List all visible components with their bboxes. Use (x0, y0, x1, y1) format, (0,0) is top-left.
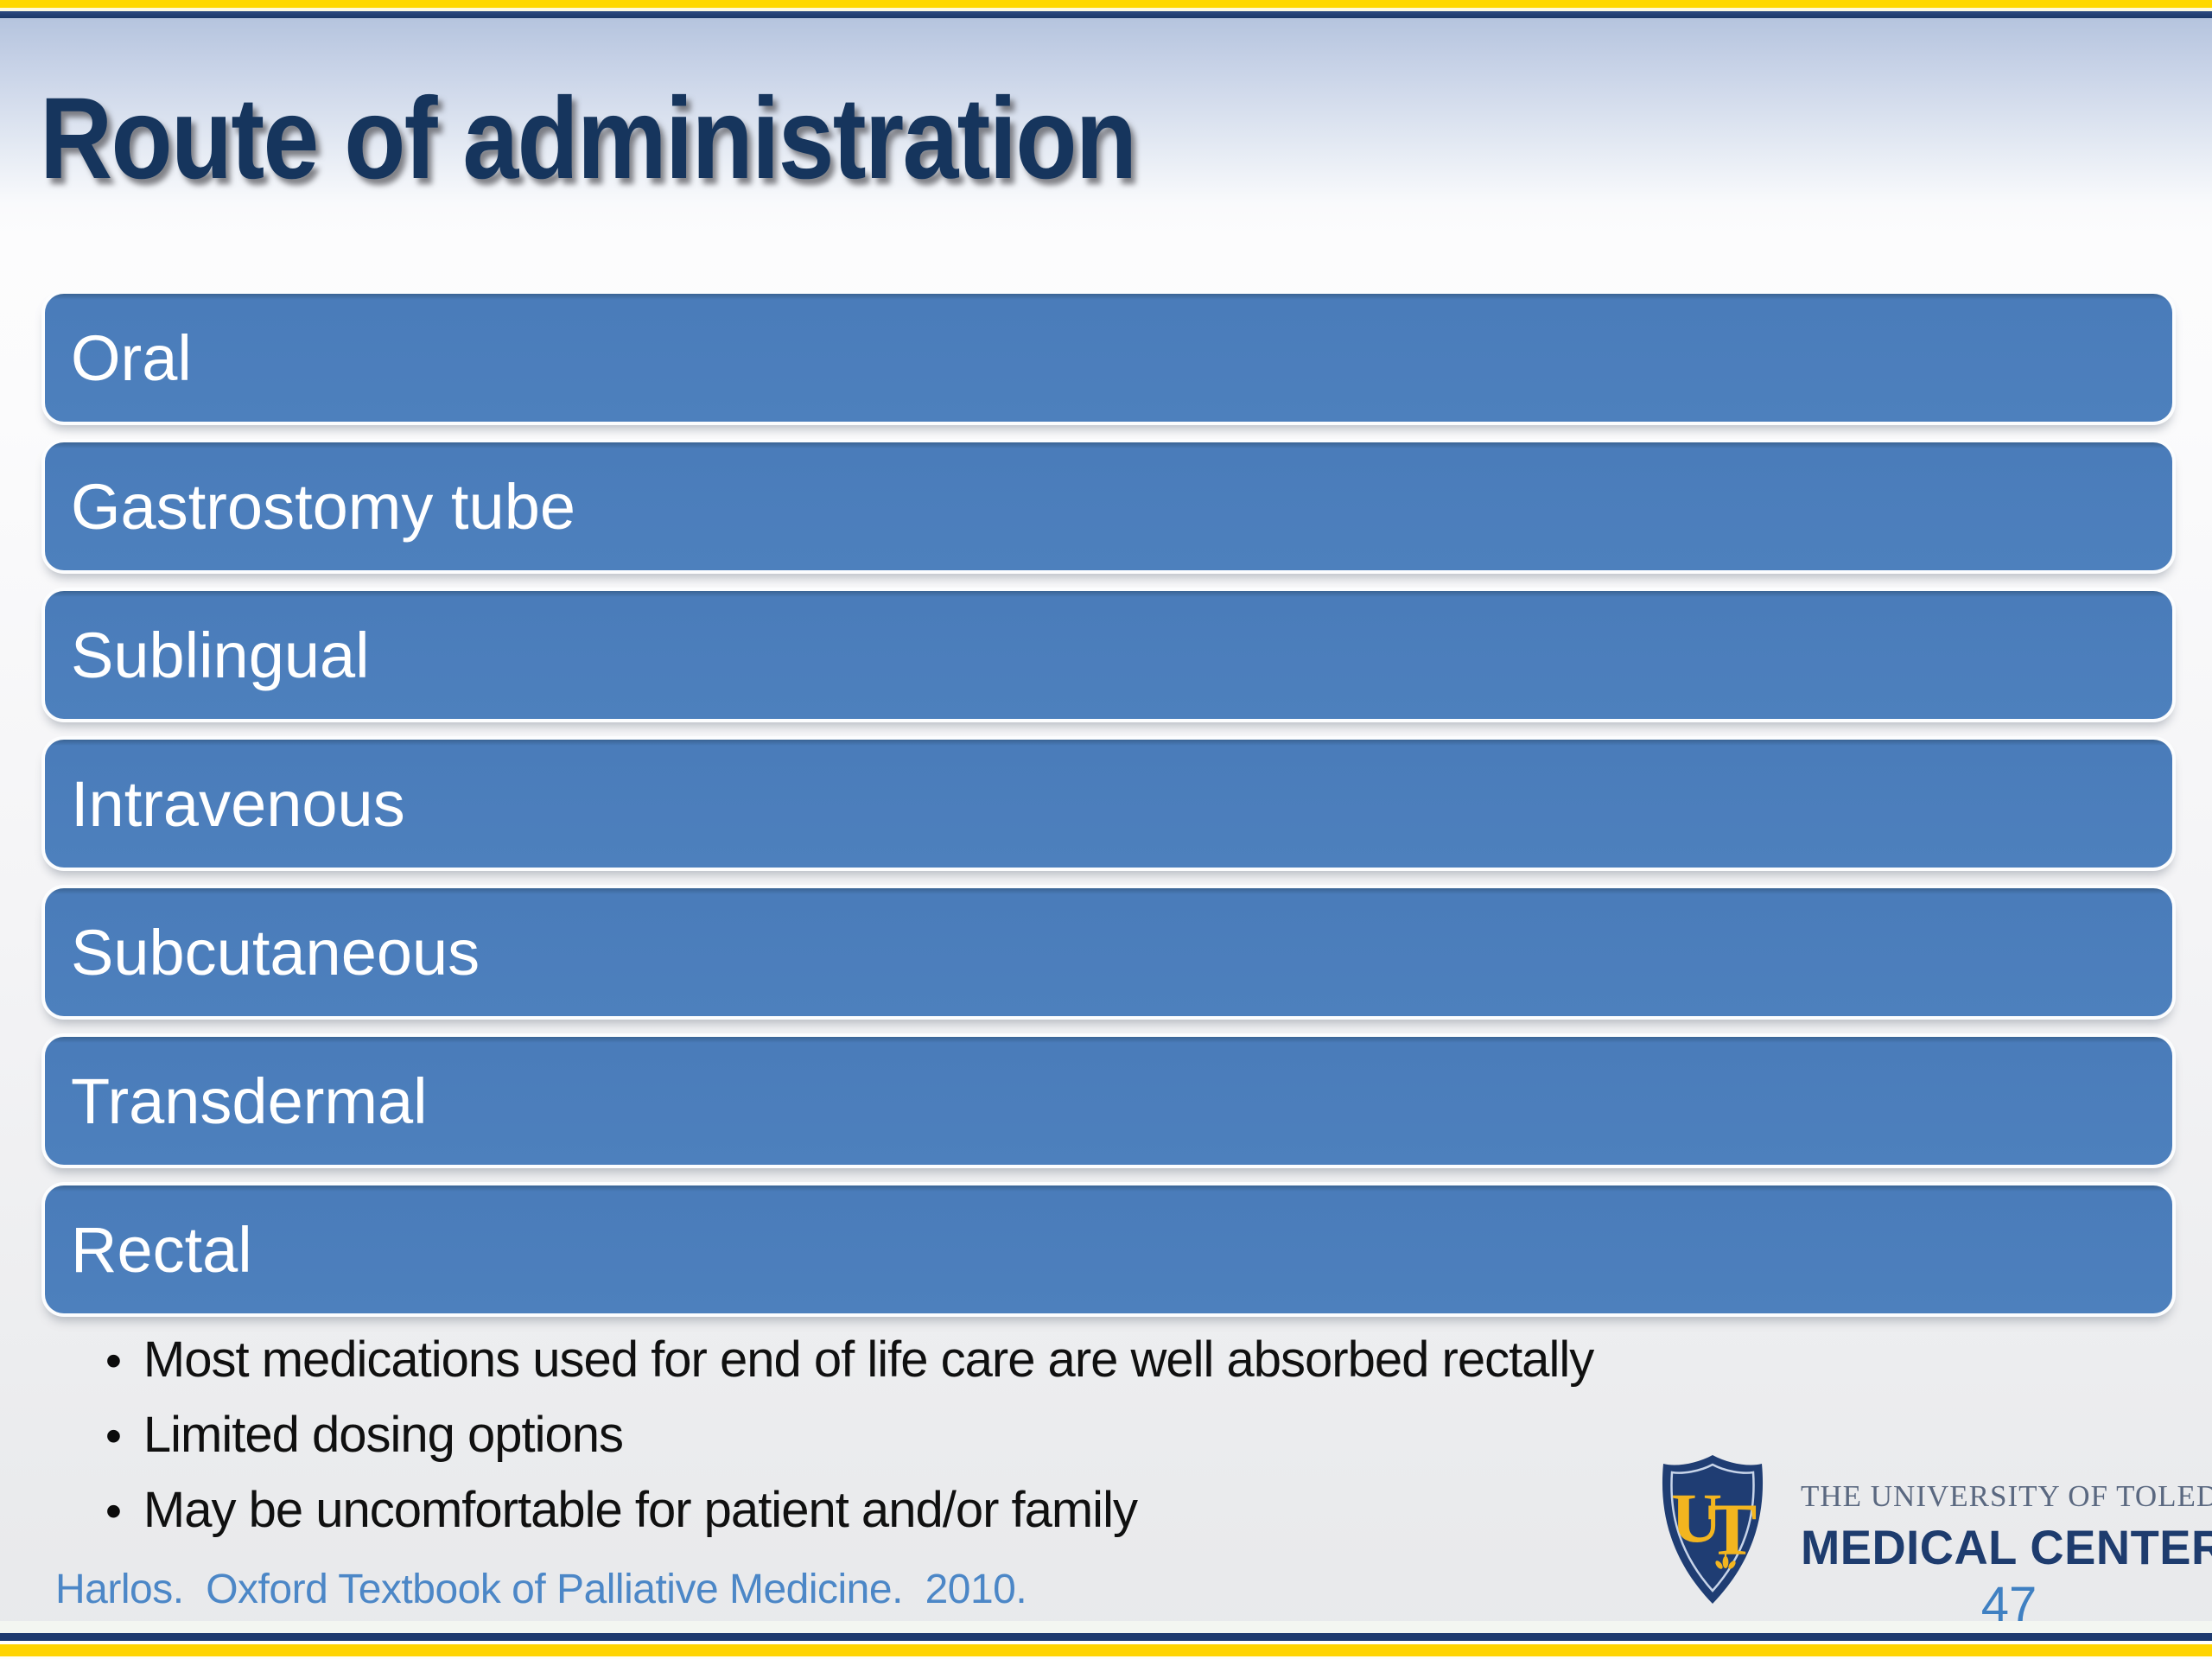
logo-university-line: THE UNIVERSITY OF TOLEDO (1801, 1479, 2212, 1513)
bullet-item: • May be uncomfortable for patient and/o… (105, 1479, 1593, 1542)
bullet-item: • Limited dosing options (105, 1404, 1593, 1467)
bullet-text: Limited dosing options (143, 1407, 624, 1463)
ut-medical-center-logo: U T THE UNIVERSITY OF TOLEDO MEDICAL CEN… (1656, 1452, 2212, 1624)
route-label: Oral (71, 321, 192, 394)
bullet-dot-icon: • (105, 1410, 122, 1462)
top-yellow-band (0, 0, 2212, 8)
route-bar: Rectal (45, 1185, 2172, 1313)
bottom-navy-band (0, 1633, 2212, 1641)
route-bar: Gastrostomy tube (45, 442, 2172, 570)
route-label: Gastrostomy tube (71, 470, 576, 543)
route-bar: Subcutaneous (45, 888, 2172, 1016)
bottom-yellow-band (0, 1644, 2212, 1656)
route-label: Rectal (71, 1213, 252, 1286)
bullet-text: May be uncomfortable for patient and/or … (143, 1482, 1138, 1538)
route-label: Subcutaneous (71, 916, 480, 988)
route-bar: Sublingual (45, 591, 2172, 719)
monogram-t: T (1707, 1488, 1757, 1571)
route-label: Sublingual (71, 619, 370, 691)
routes-list: Oral Gastrostomy tube Sublingual Intrave… (45, 294, 2172, 1334)
route-bar: Oral (45, 294, 2172, 422)
route-label: Transdermal (71, 1065, 428, 1137)
shield-leaf-icon (1715, 1553, 1736, 1569)
header-gradient (0, 18, 2212, 234)
top-navy-band (0, 11, 2212, 18)
bottom-edge-band (0, 1656, 2212, 1659)
top-cream-band (0, 8, 2212, 11)
route-bar: Transdermal (45, 1037, 2172, 1165)
bullet-item: • Most medications used for end of life … (105, 1329, 1594, 1392)
logo-text: THE UNIVERSITY OF TOLEDO MEDICAL CENTER (1801, 1479, 2212, 1575)
bullet-list: • Most medications used for end of life … (105, 1329, 1594, 1554)
ut-shield-icon: U T (1662, 1455, 1764, 1604)
route-bar: Intravenous (45, 740, 2172, 868)
citation: Harlos. Oxford Textbook of Palliative Me… (55, 1567, 1027, 1612)
bottom-light-strip (0, 1621, 2212, 1633)
bullet-text: Most medications used for end of life ca… (143, 1332, 1594, 1388)
route-label: Intravenous (71, 767, 405, 840)
bullet-dot-icon: • (105, 1335, 122, 1387)
logo-medical-center-line: MEDICAL CENTER (1801, 1520, 2212, 1574)
slide-title: Route of administration (40, 74, 1137, 203)
bottom-white-band (0, 1641, 2212, 1644)
bullet-dot-icon: • (105, 1485, 122, 1537)
monogram-u: U (1671, 1478, 1722, 1557)
